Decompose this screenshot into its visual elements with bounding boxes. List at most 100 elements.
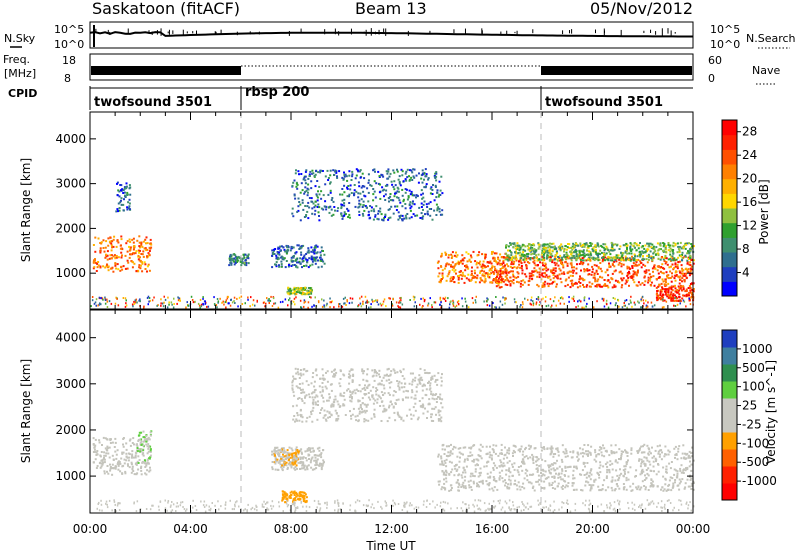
velocity-cell bbox=[604, 463, 607, 466]
velocity-cell bbox=[285, 461, 288, 464]
power-cell bbox=[342, 215, 344, 218]
power-cell bbox=[672, 249, 675, 251]
velocity-cell bbox=[275, 450, 278, 453]
velocity-cell bbox=[297, 498, 299, 501]
power-cell bbox=[496, 275, 498, 278]
power-cell bbox=[597, 266, 600, 269]
power-cell bbox=[441, 278, 443, 280]
power-cell bbox=[674, 265, 677, 268]
power-cell bbox=[430, 186, 433, 189]
power-cell bbox=[419, 217, 422, 219]
power-cell bbox=[311, 260, 314, 263]
power-cell bbox=[286, 248, 289, 251]
power-cell bbox=[321, 170, 324, 172]
velocity-cell bbox=[526, 474, 529, 477]
power-cell bbox=[603, 254, 606, 256]
power-cell bbox=[429, 214, 432, 217]
power-cell bbox=[335, 171, 338, 174]
velocity-cell bbox=[304, 396, 306, 399]
power-cell bbox=[434, 186, 437, 188]
velocity-cell bbox=[394, 419, 397, 422]
velocity-cell bbox=[126, 456, 129, 459]
power-cell bbox=[601, 297, 604, 300]
power-cell bbox=[288, 264, 290, 266]
power-cell bbox=[685, 288, 688, 291]
velocity-cell bbox=[441, 398, 444, 401]
power-cell bbox=[544, 249, 546, 252]
power-cell bbox=[320, 265, 323, 268]
power-cell bbox=[324, 175, 327, 178]
power-cell bbox=[528, 249, 531, 252]
power-cell bbox=[662, 245, 665, 248]
power-cell bbox=[346, 179, 349, 182]
power-cell bbox=[670, 288, 673, 291]
power-cell bbox=[585, 253, 588, 256]
power-cell bbox=[343, 175, 346, 178]
power-cell bbox=[435, 171, 438, 174]
power-cell bbox=[295, 251, 298, 254]
velocity-cell bbox=[567, 475, 570, 478]
power-cell bbox=[632, 257, 635, 260]
power-cell bbox=[533, 250, 535, 253]
power-cell bbox=[428, 208, 431, 210]
velocity-cell bbox=[506, 451, 509, 454]
power-cell bbox=[596, 273, 599, 275]
velocity-cell bbox=[414, 397, 417, 400]
velocity-cell bbox=[92, 461, 95, 464]
power-cell bbox=[657, 257, 660, 260]
velocity-cell bbox=[121, 451, 124, 454]
velocity-cell bbox=[427, 372, 430, 375]
power-cell bbox=[299, 203, 302, 206]
velocity-cell bbox=[394, 371, 397, 374]
power-cell bbox=[554, 270, 557, 273]
power-cell bbox=[283, 248, 286, 251]
velocity-cell bbox=[310, 459, 313, 462]
power-cell bbox=[586, 243, 589, 246]
power-cell bbox=[664, 288, 667, 291]
power-cell bbox=[573, 244, 576, 246]
power-cell bbox=[499, 286, 502, 289]
power-cell bbox=[298, 291, 301, 294]
velocity-cell bbox=[312, 372, 315, 374]
velocity-cell bbox=[435, 397, 438, 400]
power-cell bbox=[301, 291, 304, 294]
velocity-cell bbox=[95, 454, 98, 456]
power-cell bbox=[626, 248, 628, 251]
power-cell bbox=[517, 281, 520, 284]
power-cell bbox=[577, 300, 579, 303]
power-cell bbox=[618, 271, 621, 274]
power-cell bbox=[659, 297, 662, 300]
power-cell bbox=[383, 217, 386, 220]
velocity-cell bbox=[462, 453, 464, 456]
power-cell bbox=[358, 214, 361, 216]
power-cell bbox=[637, 281, 640, 284]
velocity-cell bbox=[273, 461, 276, 464]
power-cell bbox=[377, 182, 380, 185]
power-cell bbox=[126, 240, 129, 243]
power-cell bbox=[689, 261, 692, 264]
velocity-cell bbox=[335, 419, 338, 422]
power-cell bbox=[357, 196, 360, 199]
power-cell bbox=[91, 299, 94, 302]
power-cell bbox=[104, 302, 107, 305]
power-cell bbox=[299, 219, 302, 222]
power-cell bbox=[685, 294, 688, 297]
power-cell bbox=[309, 264, 312, 267]
power-cell bbox=[551, 304, 553, 307]
power-cell bbox=[667, 293, 670, 296]
velocity-cell bbox=[434, 406, 437, 409]
power-cell bbox=[117, 304, 120, 307]
power-cell bbox=[420, 177, 423, 180]
power-cell bbox=[668, 286, 671, 289]
velocity-cell bbox=[409, 372, 412, 375]
power-cell bbox=[629, 299, 632, 302]
power-cell bbox=[659, 290, 662, 293]
power-cell bbox=[537, 242, 540, 245]
power-cell bbox=[243, 261, 246, 264]
power-cell bbox=[613, 248, 616, 251]
power-cell bbox=[305, 215, 307, 218]
power-cell bbox=[346, 186, 348, 189]
power-cell bbox=[472, 250, 475, 253]
power-cell bbox=[447, 273, 450, 276]
power-cell bbox=[309, 175, 311, 177]
